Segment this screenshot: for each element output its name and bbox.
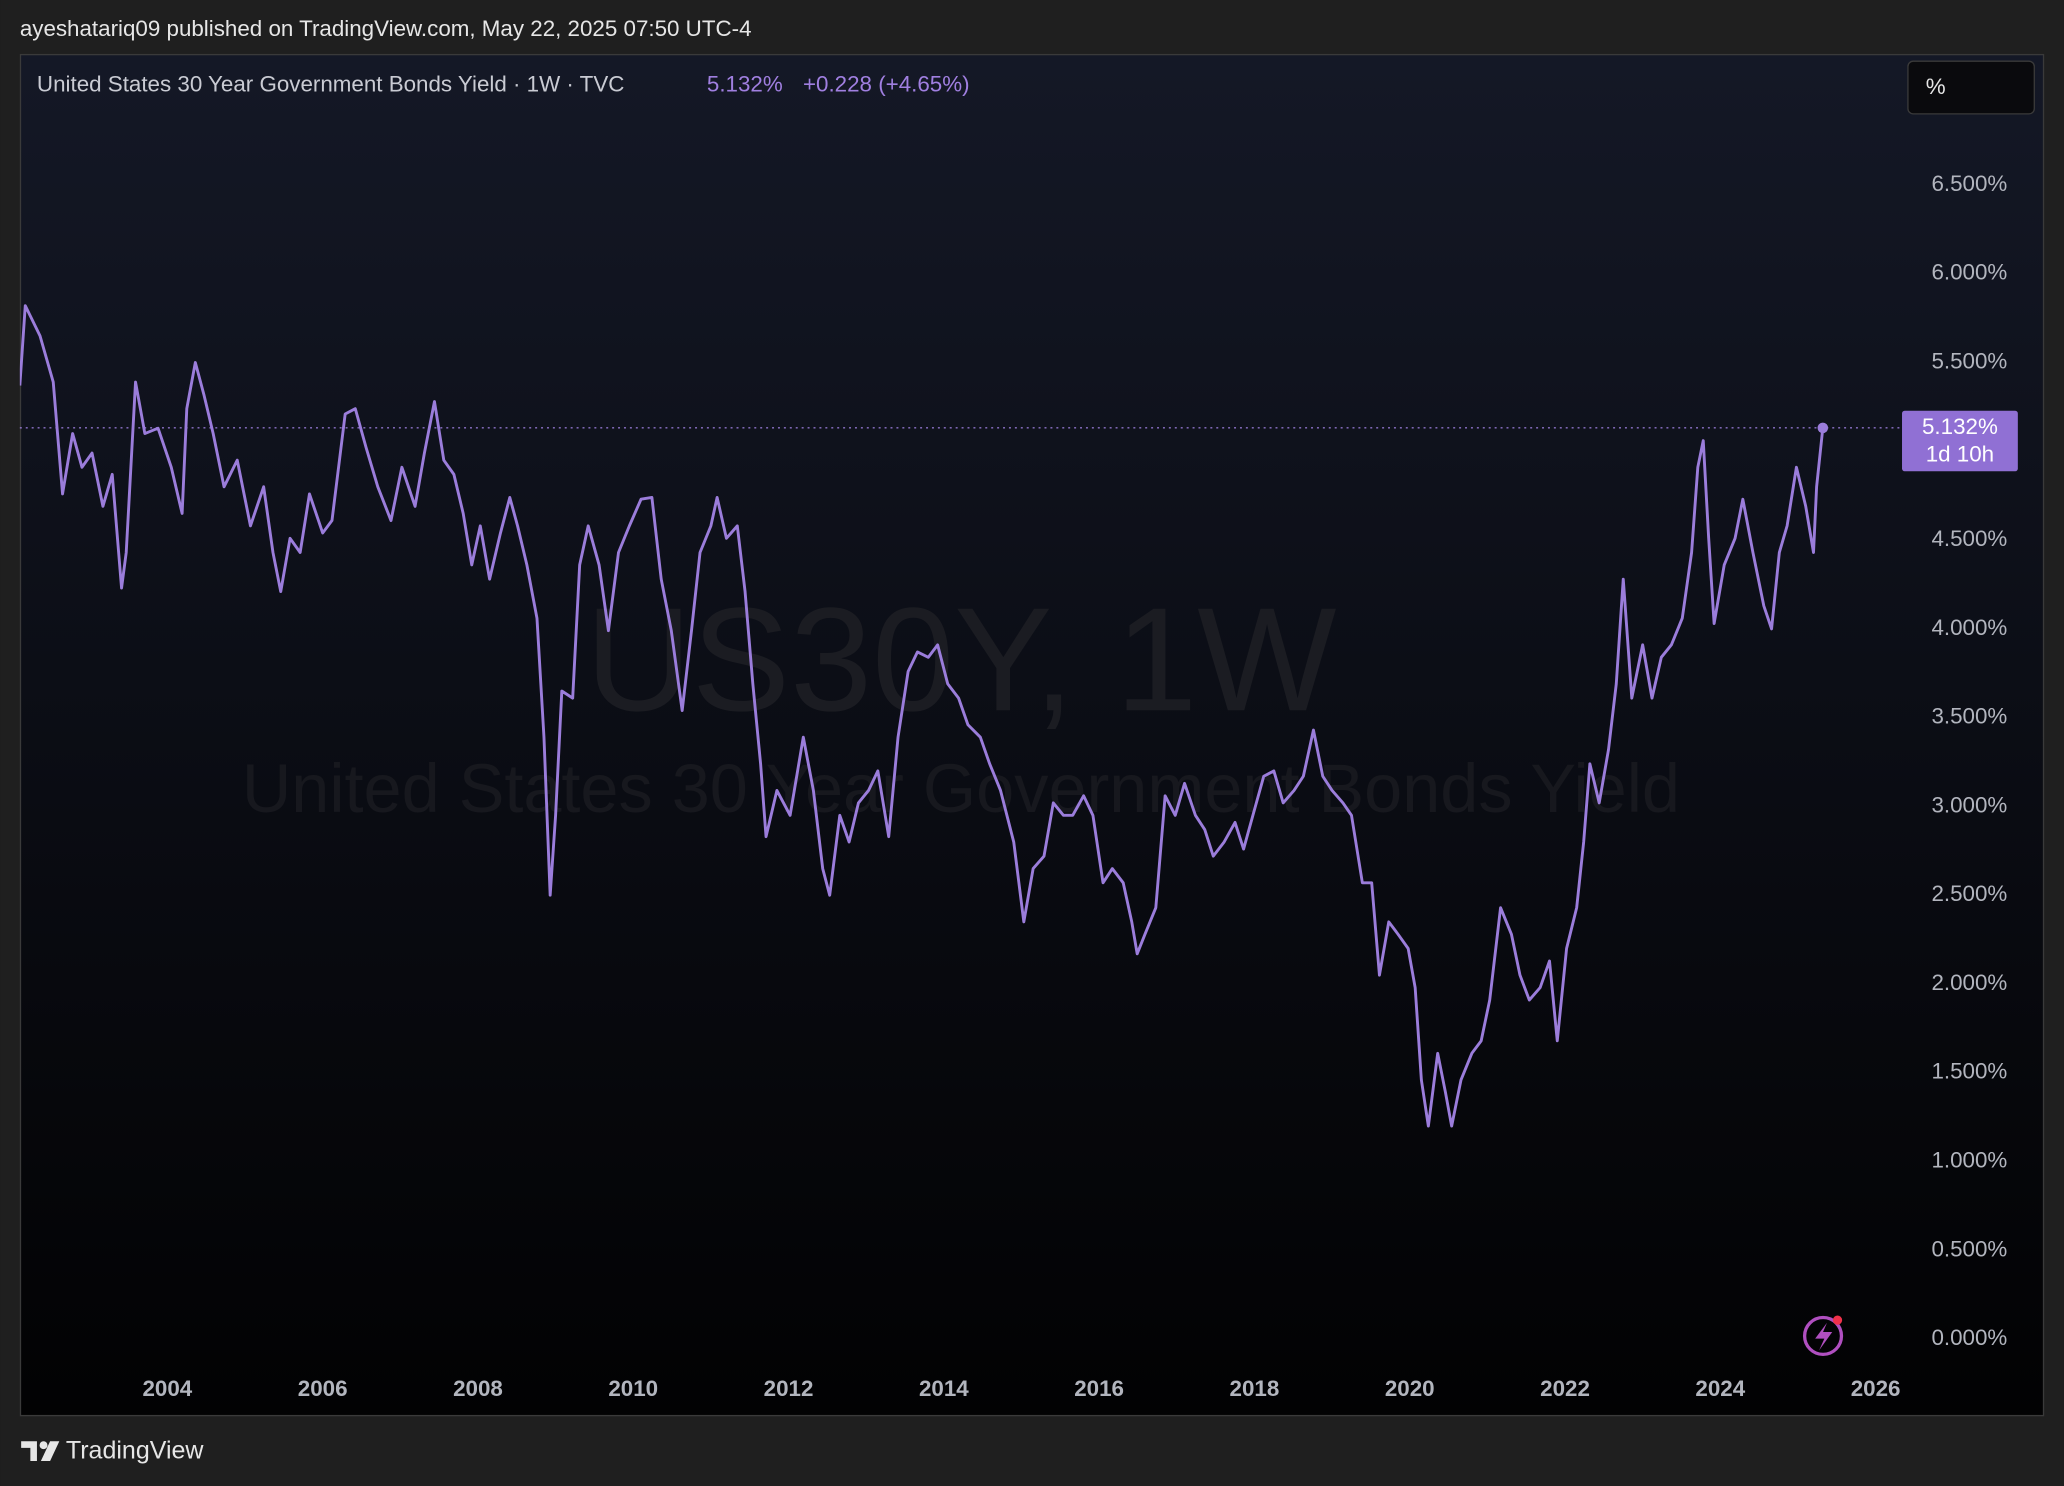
chart-title: United States 30 Year Government Bonds Y…: [37, 71, 624, 96]
change: +0.228 (+4.65%): [803, 71, 970, 96]
y-tick-label: 6.000%: [1931, 260, 2007, 285]
y-tick-label: 3.000%: [1931, 792, 2007, 817]
x-tick-label: 2014: [919, 1376, 969, 1401]
x-tick-label: 2006: [298, 1376, 348, 1401]
x-tick-label: 2024: [1695, 1376, 1745, 1401]
x-tick-label: 2004: [142, 1376, 192, 1401]
y-tick-label: 2.500%: [1931, 881, 2007, 906]
x-tick-label: 2016: [1074, 1376, 1124, 1401]
x-tick-label: 2018: [1230, 1376, 1280, 1401]
x-tick-label: 2008: [453, 1376, 503, 1401]
y-tick-label: 0.000%: [1931, 1325, 2007, 1350]
price-line: [19, 304, 1825, 1128]
last-price-label: 5.132%: [1922, 414, 1998, 439]
y-tick-label: 1.000%: [1931, 1148, 2007, 1173]
brand-name[interactable]: TradingView: [66, 1436, 205, 1464]
scale-button[interactable]: [1907, 60, 2035, 115]
x-tick-label: 2010: [608, 1376, 658, 1401]
alert-ring[interactable]: [1802, 1315, 1844, 1357]
y-tick-label: 1.500%: [1931, 1059, 2007, 1084]
logo-part[interactable]: [40, 1441, 60, 1461]
countdown-label: 1d 10h: [1926, 441, 1994, 466]
chart-panel: [19, 53, 2045, 1417]
alert-icon[interactable]: [1802, 1315, 1844, 1357]
logo-part[interactable]: [21, 1441, 37, 1461]
last-value: 5.132%: [707, 71, 783, 96]
x-tick-label: 2026: [1851, 1376, 1901, 1401]
watermark-name: United States 30 Year Government Bonds Y…: [242, 750, 1680, 827]
alert-bolt[interactable]: [1815, 1322, 1833, 1351]
x-tick-label: 2020: [1385, 1376, 1435, 1401]
x-tick-label: 2012: [764, 1376, 814, 1401]
brand-logo[interactable]: [21, 1441, 60, 1461]
published-note: ayeshatariq09 published on TradingView.c…: [20, 16, 752, 41]
last-price-box: [1902, 410, 2018, 472]
y-tick-label: 4.000%: [1931, 615, 2007, 640]
y-tick-label: 4.500%: [1931, 526, 2007, 551]
watermark-symbol: US30Y, 1W: [585, 578, 1336, 742]
x-tick-label: 2022: [1540, 1376, 1590, 1401]
y-tick-label: 3.500%: [1931, 704, 2007, 729]
y-tick-label: 5.500%: [1931, 348, 2007, 373]
y-tick-label: 6.500%: [1931, 171, 2007, 196]
y-tick-label: 0.500%: [1931, 1236, 2007, 1261]
last-point: [1817, 422, 1829, 434]
scale-button-label[interactable]: %: [1926, 74, 1946, 99]
logo-part[interactable]: [39, 1441, 48, 1450]
y-tick-label: 2.000%: [1931, 970, 2007, 995]
alert-dot[interactable]: [1832, 1315, 1843, 1325]
plot-area: 0.000% 0.500% 1.000% 1.500% 2.000% 2.500% 3.00…: [19, 171, 2018, 1401]
